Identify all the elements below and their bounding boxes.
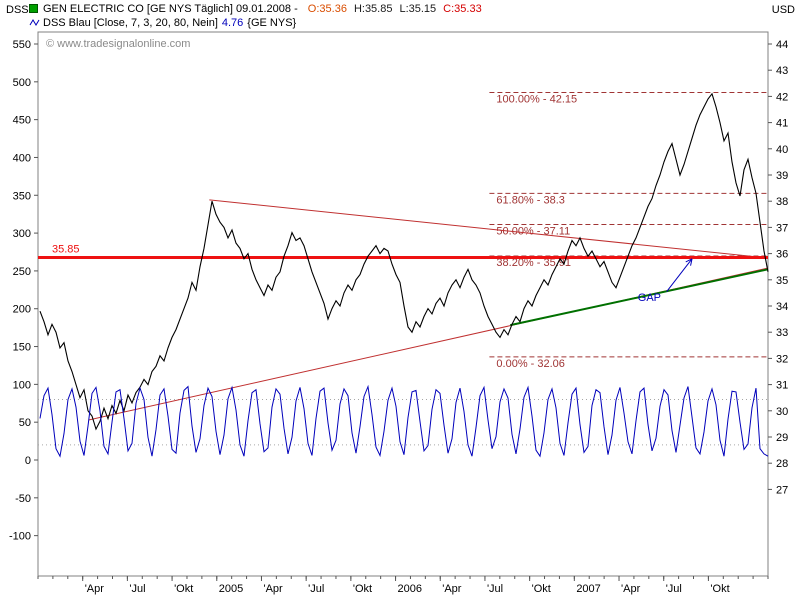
right-axis-label: 28: [776, 458, 788, 470]
right-axis-label: 44: [776, 39, 788, 51]
right-axis-label: 29: [776, 432, 788, 444]
right-axis-label: 43: [776, 65, 788, 77]
gap-arrow: [666, 258, 693, 292]
x-axis-label: 'Okt: [710, 583, 729, 595]
left-axis-label: 50: [19, 417, 31, 429]
left-axis-label: 100: [13, 379, 31, 391]
watermark: © www.tradesignalonline.com: [46, 38, 190, 50]
fib-label-0.00: 0.00% - 32.06: [496, 358, 565, 370]
x-axis-label: 2007: [576, 583, 600, 595]
left-axis-label: 0: [25, 455, 31, 467]
ohlc-close: C:35.33: [443, 3, 482, 15]
left-axis-label: 400: [13, 152, 31, 164]
right-axis-label: 30: [776, 406, 788, 418]
fib-label-61.80: 61.80% - 38.3: [496, 194, 565, 206]
ohlc-values: O:35.36 H:35.85 L:35.15 C:35.33: [301, 3, 482, 15]
right-axis-label: 35: [776, 275, 788, 287]
right-axis-label: 42: [776, 91, 788, 103]
gap-arrowhead: [690, 258, 693, 266]
dss-series: [39, 384, 769, 458]
right-axis-title: USD: [771, 4, 795, 16]
x-axis-label: 2005: [219, 583, 243, 595]
indicator-value: 4.76: [221, 17, 244, 29]
x-axis-label: 'Apr: [621, 583, 641, 595]
gap-arrowhead: [685, 258, 693, 263]
left-axis-label: 450: [13, 115, 31, 127]
right-axis-label: 32: [776, 353, 788, 365]
right-axis-label: 27: [776, 484, 788, 496]
left-axis-label: 250: [13, 266, 31, 278]
left-axis-label: 150: [13, 342, 31, 354]
plot-border: [37, 31, 769, 577]
left-axis-label: 200: [13, 304, 31, 316]
left-axis-label: -50: [15, 493, 31, 505]
trendline-descending-resistance: [209, 199, 769, 259]
left-axis-label: -100: [9, 531, 31, 543]
x-axis-label: 'Jul: [129, 583, 145, 595]
x-axis-label: 'Okt: [353, 583, 372, 595]
x-axis-label: 'Apr: [263, 583, 283, 595]
right-axis-label: 41: [776, 118, 788, 130]
price-series: [39, 92, 769, 431]
left-axis-label: 300: [13, 228, 31, 240]
ohlc-low: L:35.15: [399, 3, 437, 15]
x-axis-label: 'Apr: [442, 583, 462, 595]
fib-label-38.20: 38.20% - 35.91: [496, 257, 571, 269]
right-axis-label: 40: [776, 144, 788, 156]
x-axis-label: 'Jul: [487, 583, 503, 595]
x-axis-label: 2006: [398, 583, 422, 595]
instrument-header: GEN ELECTRIC CO [GE NYS Täglich] 09.01.2…: [29, 3, 482, 15]
right-axis-label: 36: [776, 249, 788, 261]
gap-label: GAP: [638, 292, 661, 304]
right-axis-label: 37: [776, 222, 788, 234]
instrument-title: GEN ELECTRIC CO [GE NYS Täglich] 09.01.2…: [43, 3, 301, 15]
x-axis-label: 'Okt: [532, 583, 551, 595]
indicator-title: DSS Blau [Close, 7, 3, 20, 80, Nein]: [43, 17, 218, 29]
x-axis-label: 'Okt: [174, 583, 193, 595]
left-axis-label: 350: [13, 190, 31, 202]
left-axis-title: DSSB: [6, 4, 36, 16]
right-axis-label: 33: [776, 327, 788, 339]
x-axis-label: 'Apr: [85, 583, 105, 595]
fib-label-50.00: 50.00% - 37.11: [496, 226, 570, 238]
indicator-wave-icon: [29, 19, 40, 26]
ohlc-open: O:35.36: [307, 3, 347, 15]
instrument-icon[interactable]: [29, 4, 38, 13]
horizontal-line-label: 35.85: [52, 244, 80, 256]
x-axis-label: 'Jul: [666, 583, 682, 595]
ohlc-high: H:35.85: [353, 3, 393, 15]
right-axis-label: 39: [776, 170, 788, 182]
left-axis-label: 550: [13, 39, 31, 51]
indicator-suffix: {GE NYS}: [247, 17, 297, 29]
trendline-green-support: [510, 268, 769, 327]
left-axis-label: 500: [13, 77, 31, 89]
right-axis-label: 31: [776, 380, 788, 392]
right-axis-label: 34: [776, 301, 788, 313]
x-axis-label: 'Jul: [308, 583, 324, 595]
indicator-header: DSS Blau [Close, 7, 3, 20, 80, Nein] 4.76…: [29, 17, 296, 29]
fib-label-100.00: 100.00% - 42.15: [496, 93, 577, 105]
right-axis-label: 38: [776, 196, 788, 208]
